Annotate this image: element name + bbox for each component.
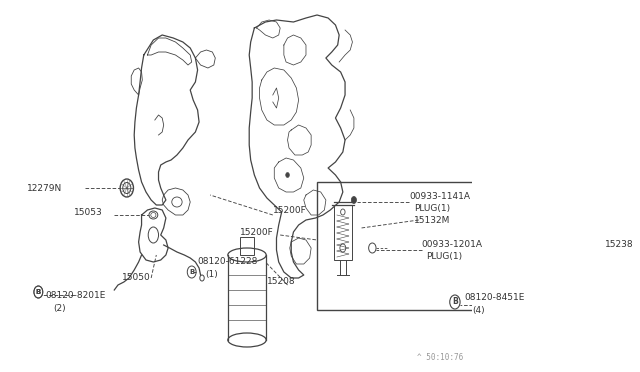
- Text: PLUG(1): PLUG(1): [414, 203, 451, 212]
- Text: 12279N: 12279N: [28, 183, 63, 192]
- Text: PLUG(1): PLUG(1): [426, 251, 462, 260]
- Text: ^ 50:10:76: ^ 50:10:76: [417, 353, 463, 362]
- Text: 15053: 15053: [74, 208, 102, 217]
- Bar: [317, 182, 476, 310]
- Circle shape: [351, 196, 356, 203]
- Text: B: B: [189, 269, 195, 275]
- Text: 15200F: 15200F: [273, 205, 307, 215]
- Text: 15200F: 15200F: [239, 228, 273, 237]
- Text: 15238: 15238: [605, 240, 633, 248]
- Text: (4): (4): [472, 305, 484, 314]
- Bar: [334, 205, 352, 260]
- Text: 08120-8451E: 08120-8451E: [465, 294, 525, 302]
- Text: (2): (2): [53, 304, 66, 312]
- Text: 15208: 15208: [267, 278, 296, 286]
- Text: B: B: [36, 289, 41, 295]
- Text: 15132M: 15132M: [414, 215, 451, 224]
- Text: 08120-8201E: 08120-8201E: [45, 291, 106, 299]
- Text: 15050: 15050: [122, 273, 150, 282]
- Text: (1): (1): [205, 270, 218, 279]
- Text: B: B: [36, 289, 41, 295]
- Text: 08120-61228: 08120-61228: [198, 257, 258, 266]
- Text: 00933-1201A: 00933-1201A: [422, 240, 483, 248]
- Text: 00933-1141A: 00933-1141A: [409, 192, 470, 201]
- Circle shape: [285, 173, 289, 177]
- Text: B: B: [452, 298, 458, 307]
- Bar: [239, 237, 254, 255]
